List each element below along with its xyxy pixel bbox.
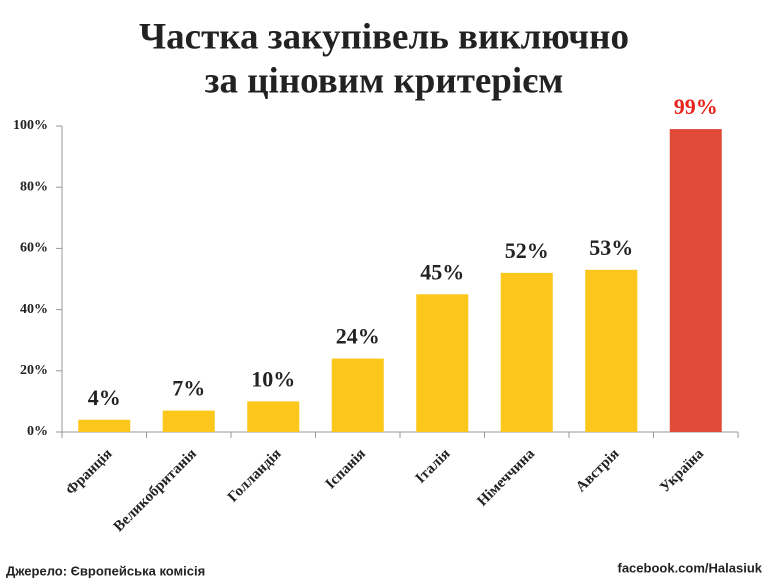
y-tick-label: 0% bbox=[27, 424, 48, 439]
y-tick-label: 60% bbox=[20, 241, 48, 256]
bar bbox=[669, 129, 722, 432]
value-label: 53% bbox=[589, 235, 633, 260]
x-tick-label: Німеччина bbox=[474, 446, 538, 510]
y-tick-label: 40% bbox=[20, 302, 48, 317]
bar bbox=[416, 294, 469, 432]
value-label: 45% bbox=[420, 259, 464, 284]
x-tick-label: Великобританія bbox=[111, 446, 200, 535]
bar bbox=[247, 401, 300, 432]
value-label: 7% bbox=[172, 376, 205, 401]
source: Джерело: Європейська комісія bbox=[6, 563, 205, 578]
value-label: 10% bbox=[251, 366, 295, 391]
y-tick-label: 80% bbox=[20, 179, 48, 194]
bar bbox=[585, 269, 638, 432]
x-tick-label: Україна bbox=[657, 446, 707, 496]
bar bbox=[331, 358, 384, 432]
credit: facebook.com/Halasiuk bbox=[618, 560, 763, 575]
x-tick-label: Австрія bbox=[573, 446, 622, 495]
x-tick-label: Італія bbox=[413, 446, 454, 487]
bar bbox=[500, 272, 553, 432]
y-tick-label: 100% bbox=[13, 118, 48, 133]
chart-title: Частка закупівель виключно bbox=[139, 16, 629, 57]
value-label: 4% bbox=[88, 385, 121, 410]
chart-title: за ціновим критерієм bbox=[205, 60, 564, 101]
value-label: 52% bbox=[505, 238, 549, 263]
value-label: 99% bbox=[674, 94, 718, 119]
bar bbox=[78, 419, 131, 432]
x-tick-label: Голландія bbox=[225, 446, 285, 506]
x-tick-label: Франція bbox=[63, 446, 116, 499]
x-tick-label: Іспанія bbox=[323, 446, 369, 492]
bar bbox=[162, 410, 215, 432]
y-tick-label: 20% bbox=[20, 363, 48, 378]
value-label: 24% bbox=[336, 324, 380, 349]
